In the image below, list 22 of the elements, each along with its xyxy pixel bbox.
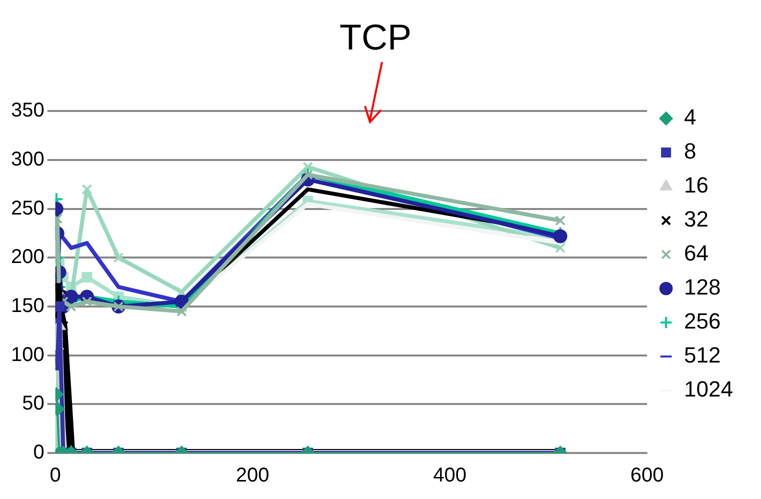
legend-label: 1024 [684, 376, 734, 402]
legend-label: 64 [684, 240, 709, 266]
y-tick-label: 150 [10, 295, 44, 318]
y-tick-label: 100 [10, 344, 44, 366]
y-tick-label: 300 [10, 148, 44, 171]
legend-label: 8 [684, 138, 696, 164]
x-tick-label: 400 [433, 464, 467, 487]
y-tick-label: 50 [22, 392, 44, 415]
chart-title: TCP [340, 16, 412, 58]
x-tick-label: 600 [630, 464, 664, 487]
legend-label: 16 [684, 172, 709, 198]
legend-label: 256 [684, 308, 721, 334]
y-tick-label: 0 [33, 442, 44, 464]
x-tick-label: 0 [50, 464, 61, 487]
legend-label: 512 [684, 342, 721, 368]
y-tick-label: 250 [10, 197, 44, 220]
legend-label: 32 [684, 206, 709, 232]
y-tick-label: 350 [10, 100, 44, 122]
x-tick-label: 200 [236, 464, 270, 487]
legend-label: 4 [684, 104, 696, 130]
y-tick-label: 200 [10, 246, 44, 268]
legend-label: 128 [684, 274, 721, 300]
